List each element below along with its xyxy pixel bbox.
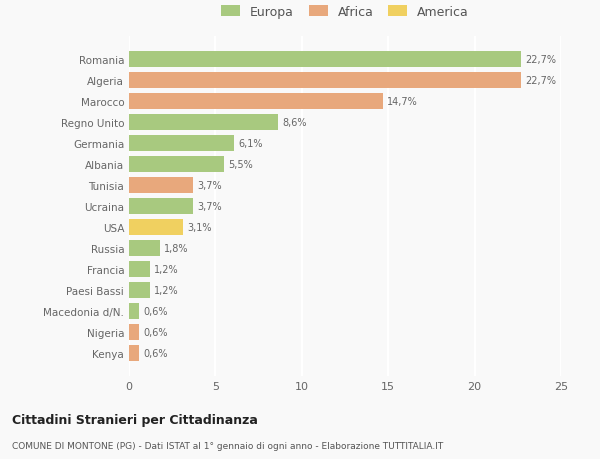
Bar <box>129 52 521 68</box>
Text: Cittadini Stranieri per Cittadinanza: Cittadini Stranieri per Cittadinanza <box>12 413 258 426</box>
Legend: Europa, Africa, America: Europa, Africa, America <box>216 1 474 24</box>
Text: 0,6%: 0,6% <box>143 348 168 358</box>
Bar <box>129 157 224 173</box>
Text: 3,7%: 3,7% <box>197 181 222 190</box>
Text: 1,8%: 1,8% <box>164 243 189 253</box>
Bar <box>129 303 139 319</box>
Text: 22,7%: 22,7% <box>526 55 557 65</box>
Bar <box>129 220 182 235</box>
Bar <box>129 115 278 131</box>
Bar <box>129 262 150 277</box>
Bar <box>129 199 193 214</box>
Text: 5,5%: 5,5% <box>229 160 253 170</box>
Bar <box>129 345 139 361</box>
Text: 1,2%: 1,2% <box>154 264 179 274</box>
Text: 3,1%: 3,1% <box>187 223 211 232</box>
Text: 0,6%: 0,6% <box>143 306 168 316</box>
Text: 0,6%: 0,6% <box>143 327 168 337</box>
Bar <box>129 325 139 340</box>
Bar <box>129 282 150 298</box>
Text: COMUNE DI MONTONE (PG) - Dati ISTAT al 1° gennaio di ogni anno - Elaborazione TU: COMUNE DI MONTONE (PG) - Dati ISTAT al 1… <box>12 441 443 450</box>
Bar <box>129 241 160 256</box>
Text: 22,7%: 22,7% <box>526 76 557 86</box>
Bar <box>129 94 383 110</box>
Text: 14,7%: 14,7% <box>388 97 418 107</box>
Bar <box>129 73 521 89</box>
Text: 3,7%: 3,7% <box>197 202 222 212</box>
Bar <box>129 178 193 193</box>
Text: 6,1%: 6,1% <box>239 139 263 149</box>
Text: 8,6%: 8,6% <box>282 118 307 128</box>
Bar <box>129 136 235 151</box>
Text: 1,2%: 1,2% <box>154 285 179 295</box>
